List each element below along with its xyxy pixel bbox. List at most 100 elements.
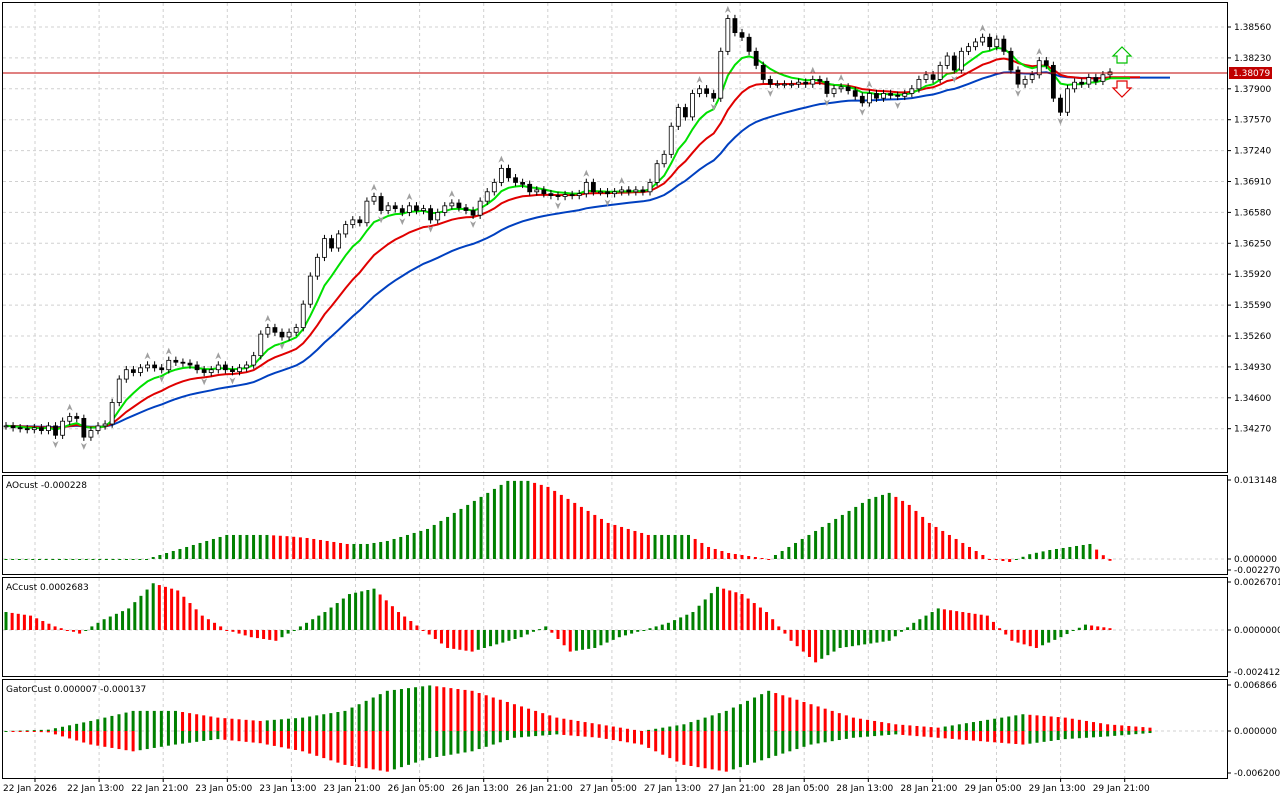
gator-up-bar: [392, 689, 396, 731]
ac-bar: [78, 630, 82, 634]
ao-bar: [894, 496, 898, 559]
ac-bar: [1041, 630, 1045, 646]
candle-body: [817, 79, 823, 82]
candle-body: [1008, 50, 1014, 71]
candle-body: [74, 416, 80, 419]
x-tick-label: 29 Jan 13:00: [1029, 784, 1086, 794]
gator-up-bar: [258, 720, 262, 731]
gator-up-bar: [371, 697, 375, 731]
gator-up-bar: [541, 713, 545, 731]
candle-body: [909, 88, 915, 94]
gator-up-bar: [1063, 717, 1067, 731]
gator-up-bar: [145, 710, 149, 731]
ac-bar: [734, 592, 738, 630]
candle-body: [1001, 38, 1007, 52]
ac-bar: [495, 630, 499, 645]
x-tick-label: 27 Jan 13:00: [644, 784, 701, 794]
ao-bar: [1028, 554, 1032, 559]
ao-bar: [486, 492, 490, 559]
gator-down-bar: [1070, 731, 1074, 739]
candle-body: [1086, 77, 1092, 85]
gator-down-bar: [166, 731, 170, 746]
ao-bar: [921, 516, 925, 559]
ac-bar: [219, 626, 223, 630]
ac-bar: [35, 618, 39, 630]
x-tick-label: 26 Jan 21:00: [516, 784, 573, 794]
ac-bar: [685, 614, 689, 630]
gator-down-bar: [887, 731, 891, 735]
gator-down-bar: [979, 731, 983, 742]
ac-bar: [550, 630, 554, 633]
candle-body: [633, 189, 639, 193]
candle-body: [1050, 64, 1056, 99]
gator-down-bar: [110, 731, 114, 748]
ac-bar: [611, 630, 615, 640]
gator-down-bar: [781, 731, 785, 754]
panel-tick-label: 0.0000000: [1234, 626, 1280, 636]
ac-bar: [783, 630, 787, 634]
ac-bar: [1108, 628, 1112, 630]
candle-body: [385, 205, 391, 211]
gator-up-bar: [110, 715, 114, 731]
ao-bar: [1054, 548, 1058, 559]
gator-up-bar: [449, 688, 453, 731]
candle-body: [966, 46, 971, 52]
gator-up-bar: [68, 725, 72, 731]
ao-bar: [272, 535, 276, 559]
gator-down-bar: [957, 731, 961, 740]
ao-bar: [385, 540, 389, 559]
gator-up-bar: [675, 725, 679, 731]
gator-up-bar: [654, 728, 658, 731]
ac-bar: [482, 630, 486, 648]
gator-up-bar: [717, 713, 721, 731]
gator-down-bar: [724, 731, 728, 772]
gator-down-bar: [1134, 731, 1138, 735]
candle-body: [364, 200, 370, 224]
y-tick-label: 1.34930: [1234, 363, 1271, 373]
candle-body: [244, 364, 250, 369]
gator-down-bar: [96, 731, 100, 746]
ao-bar: [258, 534, 262, 559]
ac-bar: [703, 599, 707, 630]
ac-bar: [936, 608, 940, 630]
ao-bar: [145, 559, 149, 560]
fractal-down: [604, 199, 611, 207]
gator-down-bar: [760, 731, 764, 761]
gator-down-bar: [703, 731, 707, 769]
gator-down-bar: [837, 731, 841, 741]
gator-up-bar: [753, 697, 757, 731]
gator-down-bar: [258, 731, 262, 744]
gator-up-bar: [131, 710, 135, 731]
candle-body: [498, 167, 504, 183]
gator-down-bar: [32, 731, 36, 732]
ac-panel[interactable]: [2, 577, 1228, 677]
gator-down-bar: [385, 731, 389, 772]
gator-down-bar: [46, 731, 50, 733]
candle-body: [980, 36, 986, 43]
candle-body: [463, 207, 469, 211]
candle-body: [307, 275, 313, 305]
candle-body: [1079, 81, 1085, 85]
candle-body: [923, 74, 929, 80]
gator-up-bar: [399, 689, 403, 731]
candle-body: [888, 93, 894, 96]
gator-down-bar: [202, 731, 206, 741]
gator-down-bar: [632, 731, 636, 744]
fractal-down: [229, 377, 236, 385]
gator-up-bar: [195, 714, 199, 731]
ao-bar: [566, 498, 570, 559]
candle-body: [484, 191, 490, 202]
gator-up-bar: [767, 690, 771, 731]
x-tick-label: 26 Jan 13:00: [452, 784, 509, 794]
ao-bar: [947, 534, 951, 559]
gator-down-bar: [527, 731, 531, 737]
candle-body: [258, 333, 264, 357]
gator-down-bar: [336, 731, 340, 763]
ac-bar: [231, 630, 235, 632]
candle-body: [378, 196, 384, 211]
ao-bar: [17, 559, 21, 560]
gator-up-bar: [223, 718, 227, 731]
ao-bar: [539, 484, 543, 559]
gator-up-bar: [1099, 723, 1103, 731]
